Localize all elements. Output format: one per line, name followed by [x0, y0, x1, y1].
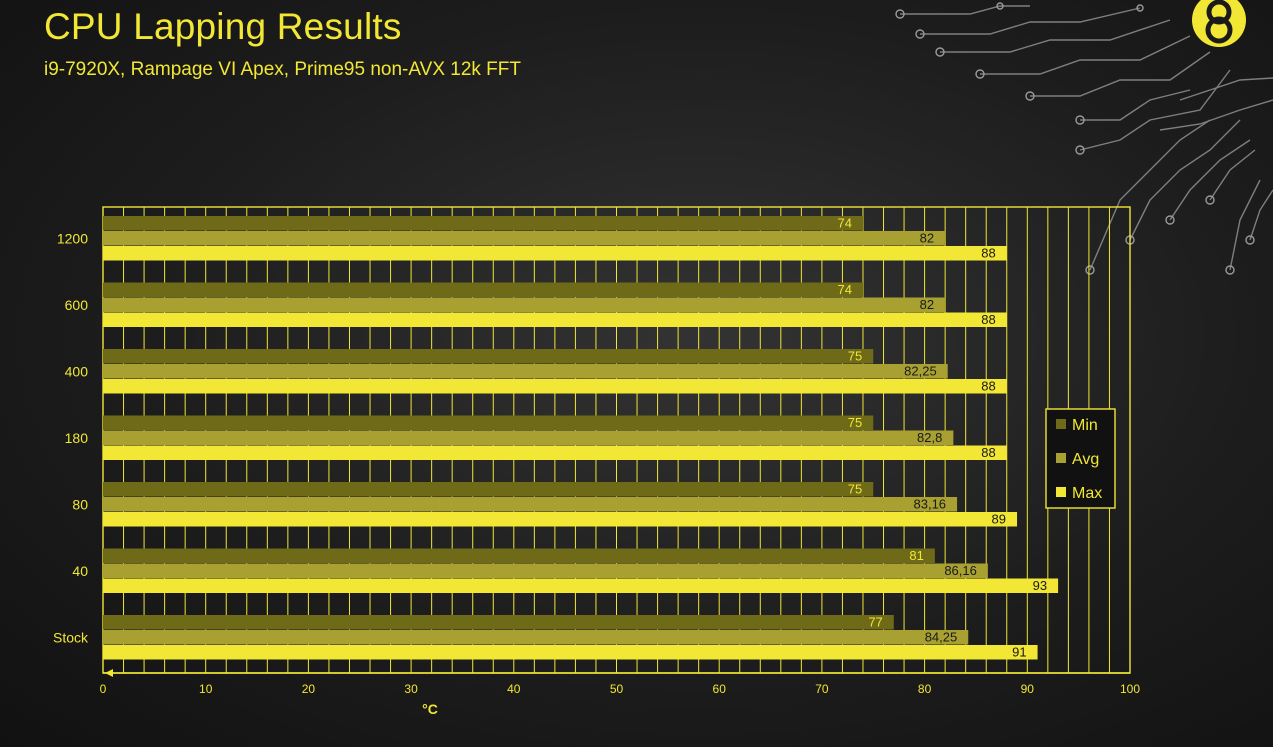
page-subtitle: i9-7920X, Rampage VI Apex, Prime95 non-A… [44, 59, 521, 80]
bar-avg [103, 297, 946, 312]
data-label: 74 [838, 216, 852, 231]
data-label: 83,16 [914, 497, 947, 512]
x-ticks: 0 10 20 30 40 50 60 70 80 90 100 [100, 682, 1141, 696]
bar-min [103, 415, 874, 430]
bar-avg [103, 630, 969, 645]
bar-max [103, 512, 1018, 527]
data-label: 88 [981, 312, 995, 327]
x-tick-label: 60 [713, 682, 727, 696]
category-label: 80 [72, 496, 88, 512]
bar-min [103, 548, 935, 563]
x-tick-label: 10 [199, 682, 213, 696]
data-label: 82,8 [917, 430, 942, 445]
bar-max [103, 645, 1038, 660]
page-title: CPU Lapping Results [44, 6, 402, 47]
bar-avg [103, 364, 948, 379]
data-label: 82,25 [904, 364, 937, 379]
x-tick-label: 50 [610, 682, 624, 696]
bar-min [103, 282, 863, 297]
data-label: 86,16 [944, 563, 977, 578]
legend-swatch [1056, 419, 1066, 429]
legend-swatch [1056, 453, 1066, 463]
data-label: 77 [868, 615, 882, 630]
legend-label: Max [1072, 485, 1102, 502]
data-label: 74 [838, 282, 852, 297]
category-label: 180 [65, 430, 89, 446]
x-tick-label: 80 [918, 682, 932, 696]
data-label: 88 [981, 445, 995, 460]
data-label: 91 [1012, 645, 1026, 660]
data-label: 75 [848, 415, 862, 430]
bar-min [103, 615, 894, 630]
category-label: 40 [72, 563, 88, 579]
data-label: 88 [981, 379, 995, 394]
x-tick-label: 30 [404, 682, 418, 696]
data-label: 88 [981, 246, 995, 261]
data-label: 89 [992, 512, 1006, 527]
x-tick-label: 100 [1120, 682, 1140, 696]
data-label: 81 [909, 548, 923, 563]
bar-max [103, 379, 1007, 394]
data-label: 84,25 [925, 630, 958, 645]
data-label: 82 [920, 297, 934, 312]
bar-max [103, 578, 1059, 593]
bar-avg [103, 497, 958, 512]
bar-min [103, 349, 874, 364]
category-label: 600 [65, 297, 89, 313]
category-label: 400 [65, 363, 89, 379]
x-tick-label: 20 [302, 682, 316, 696]
bar-avg [103, 563, 988, 578]
x-tick-label: 0 [100, 682, 107, 696]
legend: Min Avg Max [1045, 408, 1116, 509]
legend-swatch [1056, 487, 1066, 497]
bar-min [103, 482, 874, 497]
category-label: Stock [53, 629, 89, 645]
bar-avg [103, 430, 954, 445]
data-label: 75 [848, 349, 862, 364]
category-label: 1200 [57, 230, 88, 246]
x-axis-arrow-icon [105, 669, 113, 677]
legend-label: Min [1072, 417, 1098, 434]
legend-label: Avg [1072, 451, 1099, 468]
x-tick-label: 70 [815, 682, 829, 696]
bars: 74 82 88 74 82 88 75 82,25 88 75 82,8 88 75 83,16 89 81… [103, 216, 1059, 660]
bar-max [103, 312, 1007, 327]
bar-max [103, 445, 1007, 460]
bar-max [103, 246, 1007, 261]
bar-avg [103, 231, 946, 246]
bar-min [103, 216, 863, 231]
data-label: 75 [848, 482, 862, 497]
data-label: 93 [1033, 578, 1047, 593]
data-label: 82 [920, 231, 934, 246]
x-tick-label: 40 [507, 682, 521, 696]
x-axis-title: °C [422, 701, 438, 717]
x-tick-label: 90 [1021, 682, 1035, 696]
brand-logo-icon [1192, 0, 1246, 47]
circuit-decoration [895, 2, 1273, 275]
